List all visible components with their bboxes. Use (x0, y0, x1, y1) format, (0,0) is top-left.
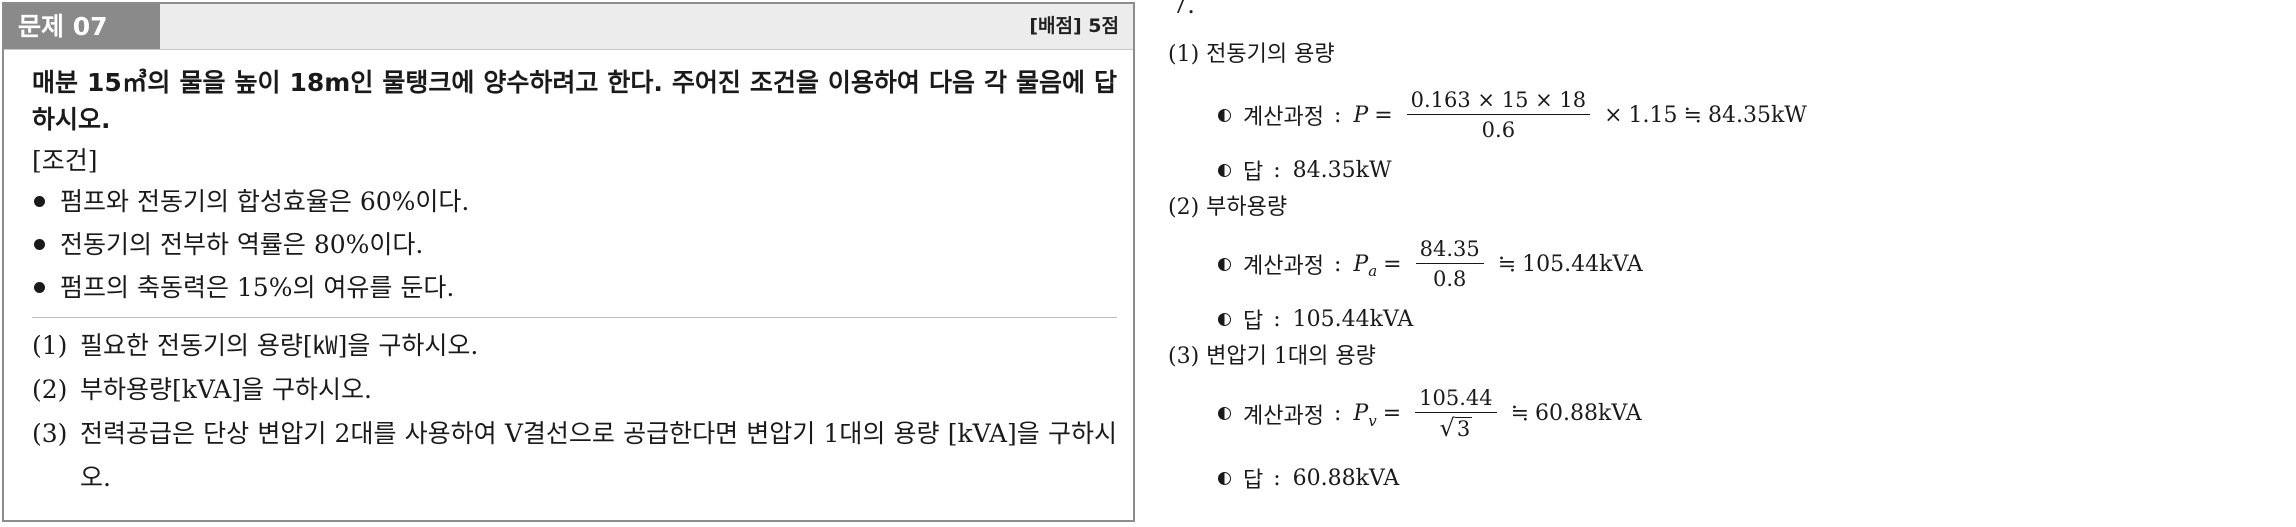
subquestion-number: (1) (32, 331, 68, 360)
problem-number-tag: 문제 07 (4, 4, 160, 49)
variable: P (1353, 102, 1369, 128)
half-circle-bullet-icon (1218, 407, 1231, 420)
subquestion-number: (2) (32, 375, 68, 404)
answer-section-title: (1) 전동기의 용량 (1168, 42, 1335, 67)
approx-sign: ≒ (1510, 401, 1530, 426)
answer-row-2: 답 : 105.44kVA (1218, 303, 1413, 335)
answer-label: 답 (1243, 468, 1264, 493)
problem-header: 문제 07 [배점] 5점 (4, 4, 1133, 50)
answer-value: 105.44kVA (1292, 306, 1414, 332)
calc-label: 계산과정 (1243, 403, 1324, 429)
equals-sign: = (1374, 102, 1393, 128)
conditions-title: [조건] (32, 146, 98, 175)
denominator: √ 3 (1440, 413, 1473, 441)
variable: P (1353, 251, 1369, 277)
fraction: 84.35 0.8 (1415, 237, 1484, 291)
answer-value: 84.35kW (1292, 157, 1392, 183)
numerator: 84.35 (1415, 237, 1484, 264)
bullet-dot-icon (34, 282, 45, 293)
calc-label: 계산과정 (1243, 105, 1324, 130)
colon: : (1273, 306, 1281, 332)
question-text: 매분 15㎥의 물을 높이 18m인 물탱크에 양수하려고 한다. 주어진 조건… (32, 68, 1117, 134)
times-sign: × (1604, 102, 1623, 128)
subquestion-3: (3) 전력공급은 단상 변압기 2대를 사용하여 V결선으로 공급한다면 변압… (32, 412, 1117, 500)
half-circle-bullet-icon (1218, 163, 1231, 177)
subquestion-text: 필요한 전동기의 용량[㎾]을 구하시오. (80, 331, 479, 360)
denominator: 0.8 (1432, 267, 1467, 291)
radicand: 3 (1454, 417, 1473, 441)
tail-factor: 1.15 (1628, 102, 1678, 128)
variable-subscript: a (1368, 262, 1378, 280)
approx-sign: ≒ (1683, 102, 1702, 128)
subquestion-2: (2) 부하용량[kVA]을 구하시오. (32, 368, 1117, 412)
half-circle-bullet-icon (1218, 471, 1231, 485)
calc-label: 계산과정 (1243, 254, 1324, 279)
formula-1: P = 0.163 × 15 × 18 0.6 × 1.15 ≒ 84.35kW (1353, 88, 1807, 142)
subquestion-text: 전력공급은 단상 변압기 2대를 사용하여 V결선으로 공급한다면 변압기 1대… (80, 419, 1117, 492)
half-circle-bullet-icon (1218, 108, 1231, 122)
divider (32, 317, 1117, 318)
variable: P (1353, 401, 1369, 426)
colon: : (1273, 465, 1281, 491)
conditions-list: 펌프와 전동기의 합성효율은 60%이다. 전동기의 전부하 역률은 80%이다… (32, 180, 1117, 309)
subquestion-text: 부하용량[kVA]을 구하시오. (80, 375, 372, 404)
problem-box: 문제 07 [배점] 5점 매분 15㎥의 물을 높이 18m인 물탱크에 양수… (2, 2, 1135, 522)
condition-item: 펌프와 전동기의 합성효율은 60%이다. (32, 180, 1117, 223)
answer-label: 답 (1243, 309, 1264, 334)
bullet-dot-icon (34, 239, 45, 250)
colon: : (1333, 401, 1342, 426)
answer-row-3: 답 : 60.88kVA (1218, 462, 1399, 494)
colon: : (1333, 251, 1342, 277)
condition-text: 펌프와 전동기의 합성효율은 60%이다. (60, 187, 470, 216)
radical-sign-icon: √ (1439, 414, 1455, 442)
result: 84.35kW (1707, 102, 1807, 128)
colon: : (1273, 157, 1281, 183)
equals-sign: = (1383, 251, 1402, 277)
answer-label: 답 (1243, 160, 1264, 185)
half-circle-bullet-icon (1218, 312, 1231, 326)
half-circle-bullet-icon (1218, 257, 1231, 271)
fraction: 105.44 √ 3 (1415, 386, 1497, 441)
denominator: 0.6 (1481, 118, 1516, 142)
bullet-dot-icon (34, 196, 45, 207)
numerator: 0.163 × 15 × 18 (1406, 88, 1591, 115)
answer-row-1: 답 : 84.35kW (1218, 154, 1392, 186)
problem-body: 매분 15㎥의 물을 높이 18m인 물탱크에 양수하려고 한다. 주어진 조건… (4, 50, 1133, 500)
answer-number: 7. (1172, 0, 1195, 19)
calc-row-1: 계산과정 : P = 0.163 × 15 × 18 0.6 × 1.15 ≒ … (1218, 88, 1807, 142)
problem-score: [배점] 5점 (1029, 15, 1119, 37)
equals-sign: = (1382, 401, 1402, 426)
colon: : (1333, 102, 1342, 128)
answer-section-title: (3) 변압기 1대의 용량 (1168, 344, 1376, 369)
approx-sign: ≒ (1497, 251, 1517, 277)
square-root: √ 3 (1440, 416, 1473, 440)
answer-value: 60.88kVA (1292, 465, 1400, 491)
variable-subscript: v (1368, 411, 1377, 430)
condition-item: 펌프의 축동력은 15%의 여유를 둔다. (32, 266, 1117, 309)
subquestion-1: (1) 필요한 전동기의 용량[㎾]을 구하시오. (32, 324, 1117, 368)
answer-section-title: (2) 부하용량 (1168, 195, 1288, 220)
numerator: 105.44 (1415, 386, 1497, 413)
condition-item: 전동기의 전부하 역률은 80%이다. (32, 223, 1117, 266)
condition-text: 펌프의 축동력은 15%의 여유를 둔다. (60, 273, 455, 302)
result: 105.44kVA (1522, 251, 1643, 277)
subquestion-number: (3) (32, 419, 68, 448)
fraction: 0.163 × 15 × 18 0.6 (1406, 88, 1591, 142)
condition-text: 전동기의 전부하 역률은 80%이다. (60, 230, 424, 259)
result: 60.88kVA (1535, 401, 1642, 426)
